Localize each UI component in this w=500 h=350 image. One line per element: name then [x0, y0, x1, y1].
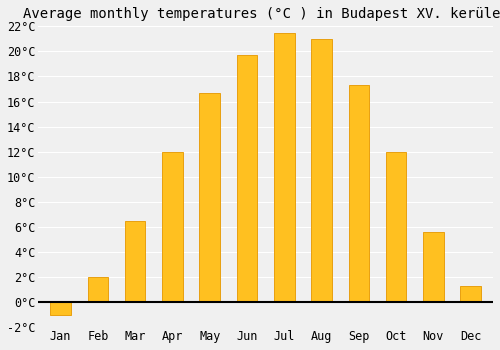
Bar	[386, 152, 406, 302]
Bar	[236, 55, 258, 302]
Bar	[200, 93, 220, 302]
Bar	[460, 286, 481, 302]
Bar	[162, 152, 182, 302]
Bar	[274, 33, 294, 302]
Bar	[312, 39, 332, 302]
Bar	[125, 220, 146, 302]
Bar	[423, 232, 444, 302]
Title: Average monthly temperatures (°C ) in Budapest XV. kerület: Average monthly temperatures (°C ) in Bu…	[23, 7, 500, 21]
Bar	[50, 302, 71, 315]
Bar	[348, 85, 369, 302]
Bar	[88, 277, 108, 302]
